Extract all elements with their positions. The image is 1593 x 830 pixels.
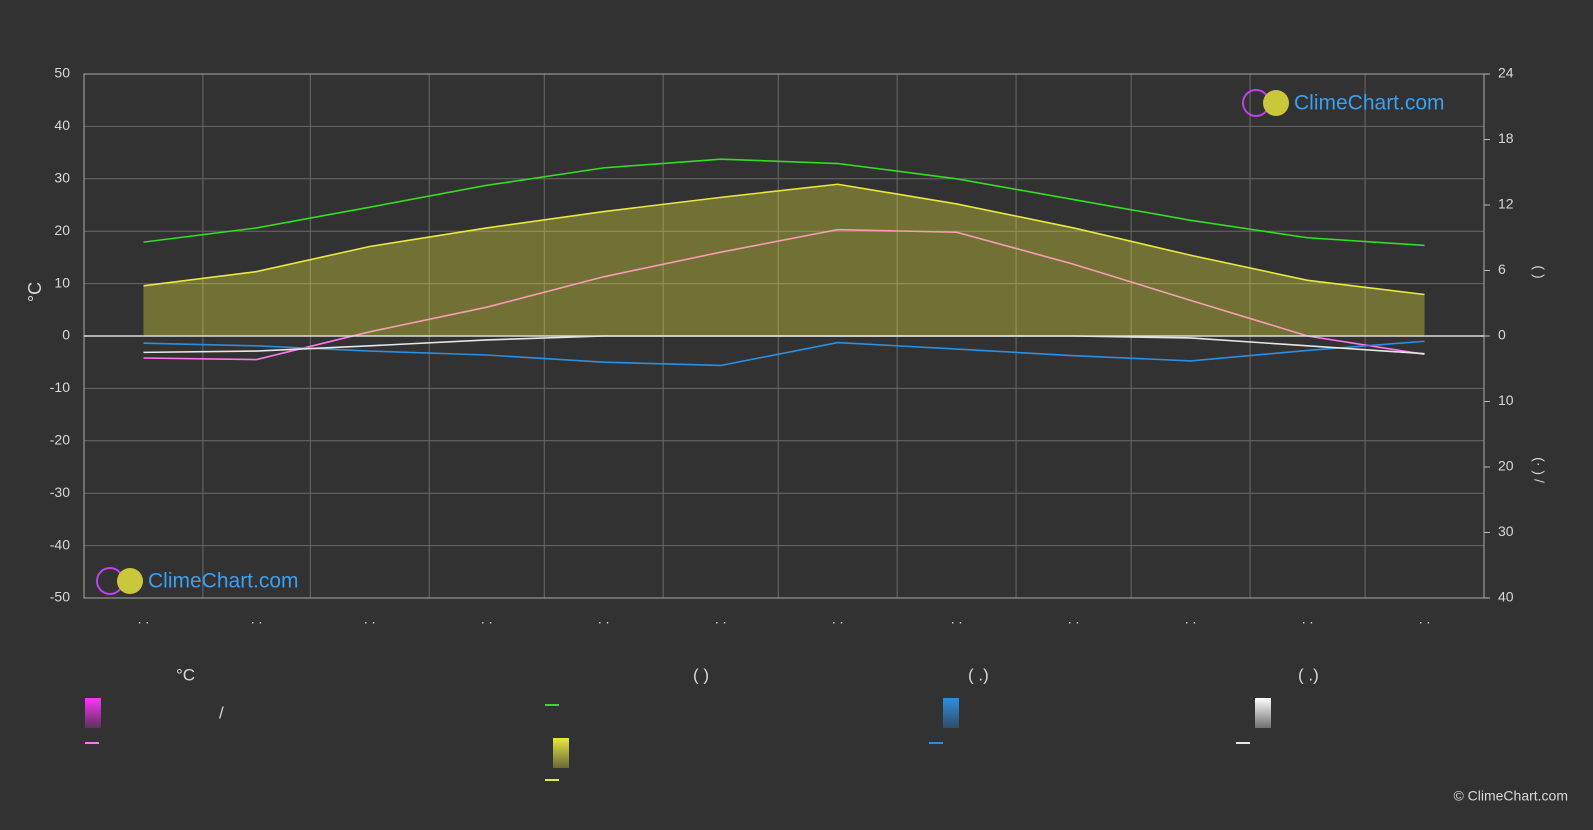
legend-header: ( .)	[968, 665, 989, 684]
watermark: ClimeChart.com	[1294, 92, 1445, 115]
y3-tick-label: 20	[1498, 458, 1514, 474]
legend-swatch	[553, 738, 569, 768]
y-tick-label: -50	[50, 589, 70, 605]
legend-header: ( .)	[1298, 665, 1319, 684]
x-tick-label: . .	[1185, 611, 1197, 627]
legend-swatch	[85, 698, 101, 728]
y-tick-label: 0	[62, 327, 70, 343]
y2-tick-label: 24	[1498, 65, 1514, 81]
logo: ClimeChart.com	[1242, 89, 1445, 117]
series-area	[143, 184, 1425, 336]
legend-header: °C	[176, 665, 195, 684]
y-axis-label: °C	[25, 282, 45, 302]
y2-tick-label: 12	[1498, 196, 1514, 212]
series-line	[143, 158, 1425, 247]
legend-swatch	[943, 698, 959, 728]
y3-tick-label: 40	[1498, 589, 1514, 605]
x-tick-label: . .	[481, 611, 493, 627]
watermark: ClimeChart.com	[148, 570, 299, 593]
x-tick-label: . .	[364, 611, 376, 627]
y-tick-label: 50	[54, 65, 70, 81]
y-tick-label: 30	[54, 170, 70, 186]
x-tick-label: . .	[138, 611, 150, 627]
plot-area: -50 -40 -30 -20 -10 0 10 20 30 40 50 0 6 12 18 24 10 20 30…	[50, 65, 1514, 627]
y-tick-label: 10	[54, 274, 70, 290]
legend-swatch	[1255, 698, 1271, 728]
y-tick-label: -20	[50, 432, 70, 448]
y3-tick-label: 30	[1498, 523, 1514, 539]
logo: ClimeChart.com	[96, 567, 299, 595]
x-tick-label: . .	[715, 611, 727, 627]
y-tick-label: 20	[54, 222, 70, 238]
y2-tick-label: 18	[1498, 130, 1514, 146]
legend-separator: /	[219, 703, 224, 722]
series-line	[143, 335, 1425, 355]
series-line	[143, 183, 1425, 296]
x-tick-label: . .	[1302, 611, 1314, 627]
x-tick-label: . .	[951, 611, 963, 627]
copyright: © ClimeChart.com	[1453, 788, 1568, 804]
y-tick-label: -40	[50, 536, 70, 552]
x-tick-label: . .	[1068, 611, 1080, 627]
y-tick-label: -10	[50, 379, 70, 395]
legend	[85, 704, 1250, 781]
series-line	[143, 340, 1425, 367]
y-tick-label: -30	[50, 484, 70, 500]
y2-tick-label: 0	[1498, 327, 1506, 343]
y2-axis-label: ( )	[1531, 265, 1547, 278]
x-tick-label: . .	[832, 611, 844, 627]
y-tick-label: 40	[54, 117, 70, 133]
logo-sun	[1263, 90, 1289, 116]
y3-axis-label: (· ) /	[1531, 457, 1547, 483]
y3-tick-label: 10	[1498, 392, 1514, 408]
x-tick-label: . .	[1419, 611, 1431, 627]
x-tick-label: . .	[251, 611, 263, 627]
y2-tick-label: 6	[1498, 261, 1506, 277]
legend-header: ( )	[693, 665, 709, 684]
logo-sun	[117, 568, 143, 594]
x-tick-label: . .	[598, 611, 610, 627]
